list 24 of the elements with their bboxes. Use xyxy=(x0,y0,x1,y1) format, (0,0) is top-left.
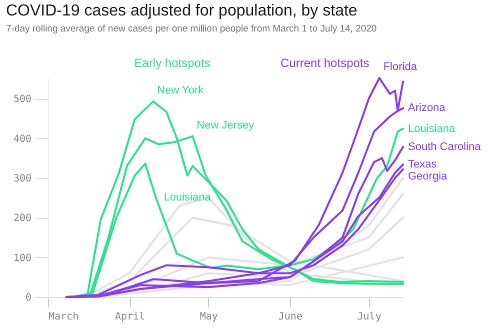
x-tick-label: March xyxy=(48,312,79,322)
y-tick-label: 0 xyxy=(25,292,32,304)
y-tick-label: 500 xyxy=(13,94,32,106)
annotation: Louisiana xyxy=(164,191,212,204)
chart-title: COVID-19 cases adjusted for population, by state xyxy=(6,2,358,20)
series-label: New Jersey xyxy=(196,119,255,132)
x-tick-label: July xyxy=(357,312,382,322)
chart-subtitle: 7-day rolling average of new cases per one million people from March 1 to July 14, 2020 xyxy=(6,24,377,34)
x-tick-label: April xyxy=(114,312,146,322)
series-label: Georgia xyxy=(408,170,448,182)
y-tick-label: 300 xyxy=(13,173,32,184)
x-tick-label: June xyxy=(278,312,302,322)
y-tick-label: 400 xyxy=(13,134,32,145)
series-label: New York xyxy=(157,84,204,96)
text: Early hotspots xyxy=(134,56,210,70)
y-tick-label: 100 xyxy=(13,252,32,264)
series-label: Arizona xyxy=(408,102,446,114)
series-label: Louisiana xyxy=(408,122,456,135)
x-tick-label: May xyxy=(200,312,218,322)
text: Current hotspots xyxy=(280,56,370,70)
series-label: Florida xyxy=(383,61,418,73)
y-tick-label: 200 xyxy=(13,213,32,224)
series-label: South Carolina xyxy=(408,141,482,154)
series-label: Texas xyxy=(408,158,438,170)
